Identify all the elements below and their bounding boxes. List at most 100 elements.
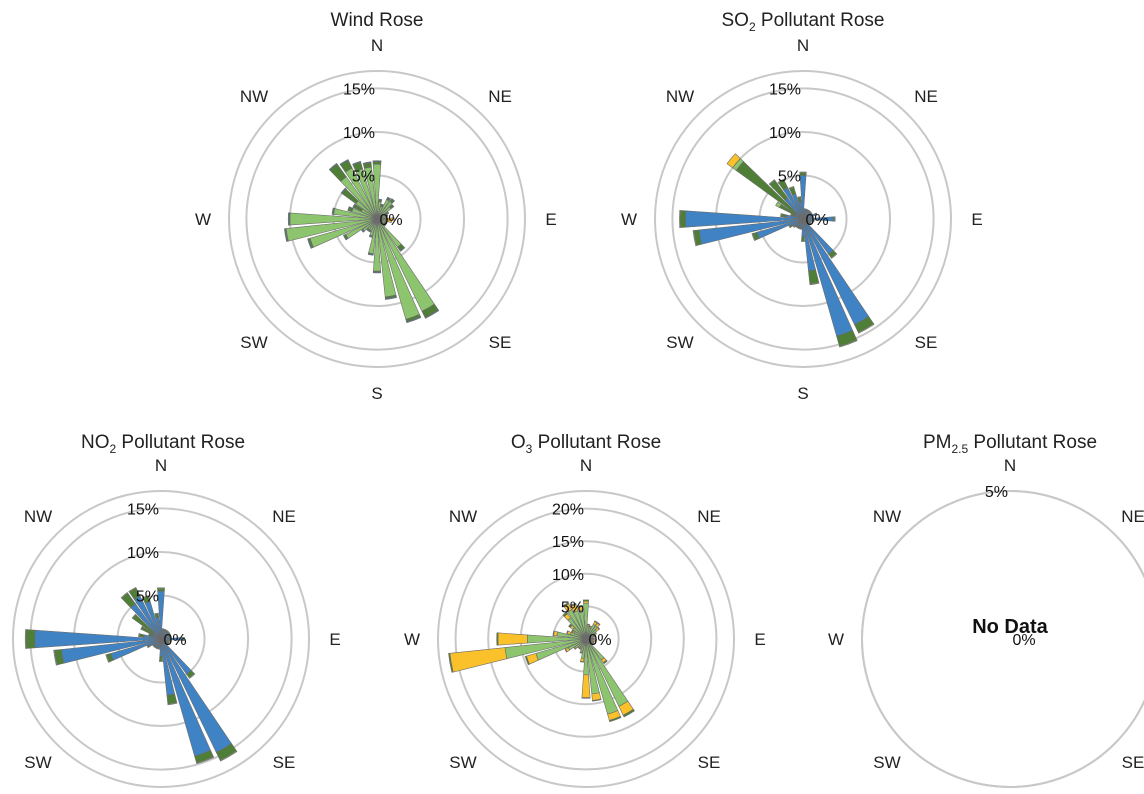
rose-bar-segment bbox=[570, 602, 577, 607]
rose-bar-segment bbox=[169, 634, 172, 637]
rose-bar-segment bbox=[581, 697, 591, 699]
rose-bar-segment bbox=[800, 227, 803, 230]
rose-bar-segment bbox=[573, 647, 577, 650]
rose-bar-segment bbox=[830, 253, 838, 259]
rose-bar-segment bbox=[385, 216, 388, 219]
rose-bar-segment bbox=[788, 225, 792, 229]
ring-tick-label: 0% bbox=[163, 632, 186, 649]
rose-bar-segment bbox=[597, 626, 601, 630]
rose-bar-segment bbox=[368, 235, 373, 238]
rose-bar-segment bbox=[385, 221, 388, 224]
rose-bar-segment bbox=[146, 645, 150, 649]
rose-bar-segment bbox=[562, 611, 569, 617]
direction-label-nw: NW bbox=[873, 507, 901, 526]
ring-tick-label: 10% bbox=[127, 545, 159, 562]
rose-bar-segment bbox=[157, 587, 165, 589]
ring-tick-label: 15% bbox=[343, 81, 375, 98]
rose-bar-segment bbox=[347, 206, 351, 212]
direction-label-nw: NW bbox=[666, 87, 694, 106]
rose-bar-segment bbox=[424, 309, 440, 319]
direction-label-ne: NE bbox=[272, 507, 296, 526]
rose-bar-segment bbox=[131, 613, 137, 619]
rose-bar-segment bbox=[579, 647, 582, 650]
rose-bar-segment bbox=[622, 708, 635, 718]
rose-bar-segment bbox=[287, 212, 290, 226]
rose-bar-segment bbox=[159, 656, 163, 662]
ring-tick-label: 10% bbox=[343, 125, 375, 142]
direction-label-nw: NW bbox=[24, 507, 52, 526]
rose-bar-segment bbox=[589, 625, 592, 628]
rose-bar-segment bbox=[339, 159, 349, 166]
rose-bar-segment bbox=[815, 212, 818, 216]
rose-bar-segment bbox=[120, 592, 129, 599]
rose-bar-segment bbox=[768, 179, 776, 185]
rose-bar-segment bbox=[562, 602, 570, 607]
rose-bar-segment bbox=[775, 201, 782, 208]
direction-label-nw: NW bbox=[240, 87, 268, 106]
rose-bar-segment bbox=[361, 229, 365, 233]
rose-bar-segment bbox=[799, 171, 807, 174]
rose-bar-segment bbox=[164, 629, 168, 632]
direction-label-se: SE bbox=[915, 333, 938, 352]
rose-bar-segment bbox=[159, 660, 163, 662]
rose-bar-segment bbox=[24, 629, 27, 649]
direction-label-nw: NW bbox=[449, 507, 477, 526]
direction-label-n: N bbox=[155, 456, 167, 475]
outer-ring bbox=[861, 490, 1144, 788]
rose-bar-segment bbox=[168, 632, 171, 636]
rose-bar-segment bbox=[809, 222, 812, 225]
direction-label-se: SE bbox=[1122, 753, 1144, 772]
rose-bar-segment bbox=[307, 238, 313, 249]
rose-bar-segment bbox=[812, 219, 815, 223]
direction-label-ne: NE bbox=[1121, 507, 1144, 526]
rose-bar-segment bbox=[362, 161, 372, 165]
rose-bar-segment bbox=[726, 153, 741, 169]
rose-bar-segment bbox=[448, 652, 454, 673]
direction-label-e: E bbox=[329, 630, 340, 649]
rose-bar-segment bbox=[331, 207, 335, 215]
rose-bar-segment bbox=[801, 236, 805, 242]
grid-ring bbox=[487, 540, 685, 738]
rose-bar-segment bbox=[796, 226, 800, 229]
ring-tick-label: 15% bbox=[552, 534, 584, 551]
ring-tick-label: 5% bbox=[985, 484, 1008, 501]
rose-bar-segment bbox=[808, 210, 811, 213]
rose-bar-segment bbox=[594, 620, 598, 624]
so2-rose-panel: SO2 Pollutant Rose 0% 5% 10% 15% N NE E SE S SW W N… bbox=[593, 0, 1013, 403]
rose-bar-segment bbox=[449, 647, 508, 673]
rose-bar-segment bbox=[399, 246, 406, 252]
ring-tick-label: 20% bbox=[552, 502, 584, 519]
no2-rose-panel: NO2 Pollutant Rose 0%5%10%15%NNEESESSWWN… bbox=[0, 420, 373, 794]
rose-bar-segment bbox=[801, 240, 805, 242]
direction-label-n: N bbox=[1004, 456, 1016, 475]
rose-bar-segment bbox=[386, 196, 392, 200]
rose-bar-segment bbox=[380, 203, 384, 206]
wind-rose-panel: Wind Rose 0% 5% 10% 15% N NE E SE S SW W NW bbox=[167, 0, 587, 403]
ring-tick-label: 15% bbox=[769, 81, 801, 98]
rose-bar-segment bbox=[608, 716, 622, 723]
rose-bar-segment bbox=[142, 595, 150, 599]
rose-bar-segment bbox=[169, 639, 171, 642]
rose-bar-segment bbox=[53, 649, 58, 666]
rose-bar-segment bbox=[328, 162, 338, 171]
direction-label-se: SE bbox=[489, 333, 512, 352]
rose-bar-segment bbox=[524, 655, 530, 666]
direction-label-w: W bbox=[621, 210, 637, 229]
rose-bar-segment bbox=[161, 628, 164, 631]
ring-tick-label: 15% bbox=[127, 501, 159, 518]
rose-bar-segment bbox=[284, 228, 288, 242]
rose-bar-segment bbox=[587, 623, 590, 626]
rose-bar-segment bbox=[577, 646, 580, 649]
direction-label-se: SE bbox=[698, 753, 721, 772]
ring-tick-label: 0% bbox=[1012, 632, 1035, 649]
rose-bar-segment bbox=[128, 586, 137, 593]
rose-bar-segment bbox=[803, 208, 806, 211]
direction-label-e: E bbox=[754, 630, 765, 649]
rose-bar-segment bbox=[25, 629, 36, 649]
rose-bar-segment bbox=[386, 214, 389, 217]
direction-label-sw: SW bbox=[24, 753, 51, 772]
rose-bar-segment bbox=[387, 217, 395, 221]
ring-tick-label: 0% bbox=[379, 212, 402, 229]
rose-bar-segment bbox=[386, 219, 393, 223]
